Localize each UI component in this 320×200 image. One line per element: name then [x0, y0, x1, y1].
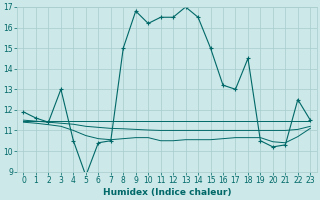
X-axis label: Humidex (Indice chaleur): Humidex (Indice chaleur) [103, 188, 231, 197]
